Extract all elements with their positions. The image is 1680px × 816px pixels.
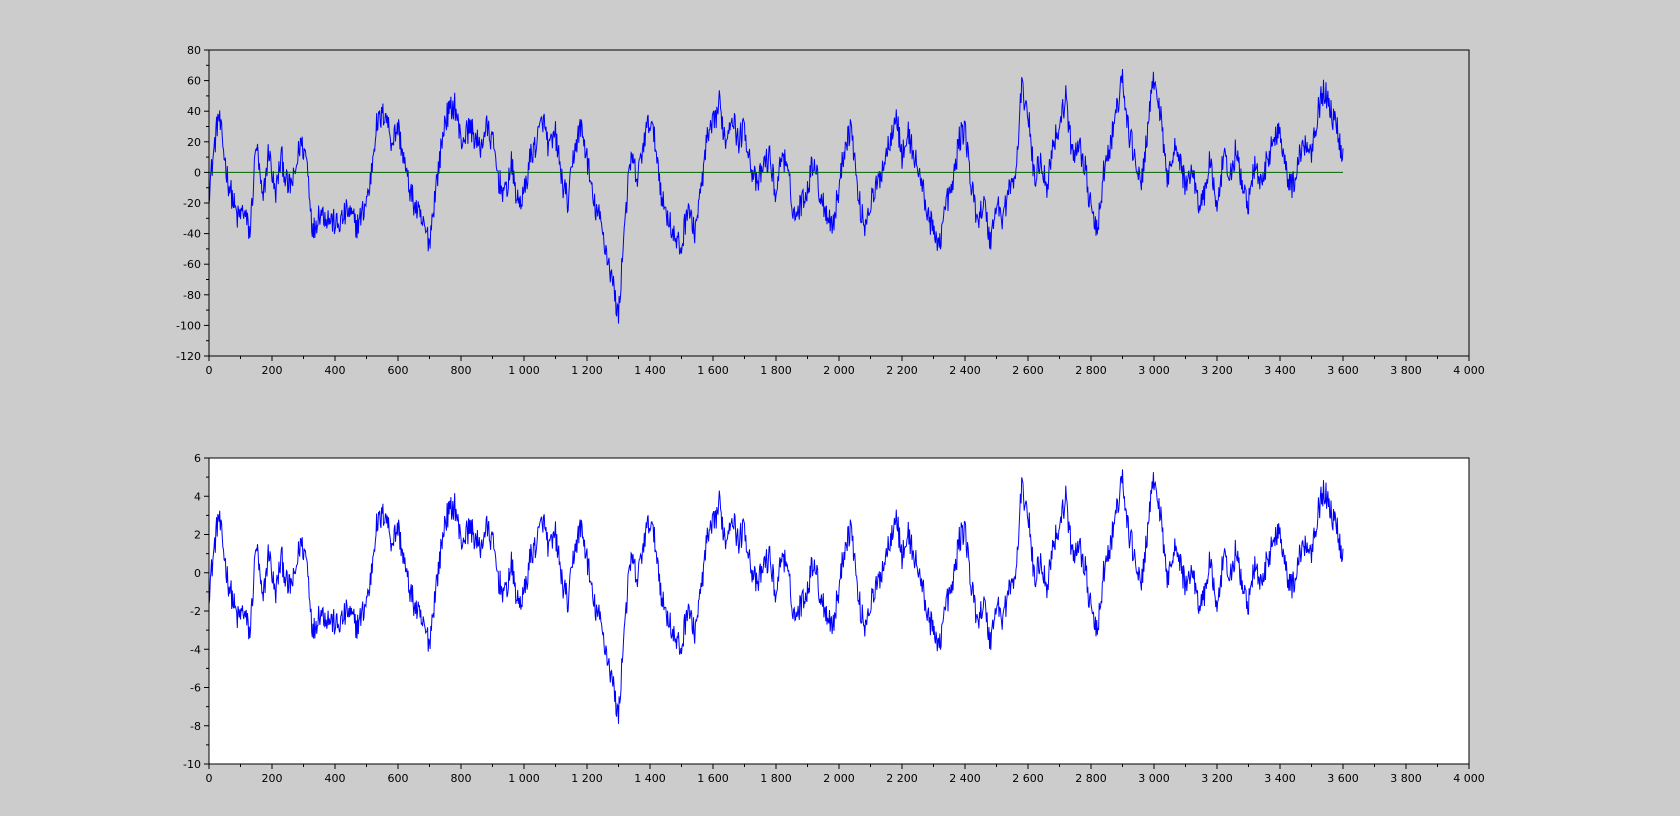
y-tick-label: -80 [183, 289, 201, 302]
x-tick-label: 4 000 [1453, 772, 1485, 785]
x-tick-label: 600 [388, 772, 409, 785]
x-tick-label: 1 800 [760, 772, 792, 785]
x-tick-label: 2 600 [1012, 364, 1044, 377]
x-tick-label: 1 400 [634, 364, 666, 377]
bottom-chart: 0 200 400 600 800 1 000 1 200 1 400 1 600 1 800 2 … [183, 452, 1485, 785]
series-line-0 [208, 68, 1344, 324]
y-tick-label: 4 [194, 490, 201, 503]
y-tick-label: -4 [190, 643, 201, 656]
x-tick-label: 1 400 [634, 772, 666, 785]
y-tick-label: -60 [183, 258, 201, 271]
x-tick-label: 1 200 [571, 364, 603, 377]
x-tick-label: 3 200 [1201, 364, 1233, 377]
plot-area [209, 50, 1469, 356]
x-tick-label: 200 [262, 772, 283, 785]
x-tick-label: 400 [325, 772, 346, 785]
x-tick-label: 2 800 [1075, 364, 1107, 377]
top-chart: 0 200 400 600 800 1 000 1 200 1 400 1 600 1 800 2 … [176, 44, 1485, 377]
x-tick-label: 3 400 [1264, 364, 1296, 377]
x-tick-label: 1 000 [508, 772, 540, 785]
x-tick-label: 800 [451, 772, 472, 785]
y-tick-label: -20 [183, 197, 201, 210]
x-tick-label: 3 400 [1264, 772, 1296, 785]
x-tick-label: 2 400 [949, 772, 981, 785]
x-tick-label: 3 000 [1138, 364, 1170, 377]
x-tick-label: 2 200 [886, 772, 918, 785]
y-tick-label: -120 [176, 350, 201, 363]
x-tick-label: 3 000 [1138, 772, 1170, 785]
x-tick-label: 3 600 [1327, 364, 1359, 377]
y-tick-label: 0 [194, 166, 201, 179]
y-tick-label: -10 [183, 758, 201, 771]
y-tick-label: -6 [190, 682, 201, 695]
x-tick-label: 400 [325, 364, 346, 377]
y-tick-label: -2 [190, 605, 201, 618]
y-tick-label: -100 [176, 319, 201, 332]
x-tick-label: 3 800 [1390, 364, 1422, 377]
x-tick-label: 0 [206, 364, 213, 377]
y-tick-label: 6 [194, 452, 201, 465]
x-tick-label: 2 800 [1075, 772, 1107, 785]
x-tick-label: 200 [262, 364, 283, 377]
x-tick-label: 2 600 [1012, 772, 1044, 785]
y-tick-label: -40 [183, 228, 201, 241]
x-tick-label: 3 200 [1201, 772, 1233, 785]
x-tick-label: 1 800 [760, 364, 792, 377]
x-tick-label: 3 600 [1327, 772, 1359, 785]
y-tick-label: 2 [194, 529, 201, 542]
x-tick-label: 2 000 [823, 772, 855, 785]
y-tick-label: 60 [187, 75, 201, 88]
x-tick-label: 800 [451, 364, 472, 377]
plot-area [209, 458, 1469, 764]
x-tick-label: 0 [206, 772, 213, 785]
x-tick-label: 2 200 [886, 364, 918, 377]
y-tick-label: 40 [187, 105, 201, 118]
x-tick-label: 3 800 [1390, 772, 1422, 785]
x-tick-label: 2 400 [949, 364, 981, 377]
x-tick-label: 4 000 [1453, 364, 1485, 377]
x-tick-label: 1 600 [697, 772, 729, 785]
x-tick-label: 600 [388, 364, 409, 377]
x-tick-label: 1 200 [571, 772, 603, 785]
x-tick-label: 1 600 [697, 364, 729, 377]
y-tick-label: -8 [190, 720, 201, 733]
y-tick-label: 0 [194, 567, 201, 580]
series-line-0 [208, 469, 1344, 724]
y-tick-label: 80 [187, 44, 201, 57]
y-tick-label: 20 [187, 136, 201, 149]
x-tick-label: 1 000 [508, 364, 540, 377]
x-tick-label: 2 000 [823, 364, 855, 377]
